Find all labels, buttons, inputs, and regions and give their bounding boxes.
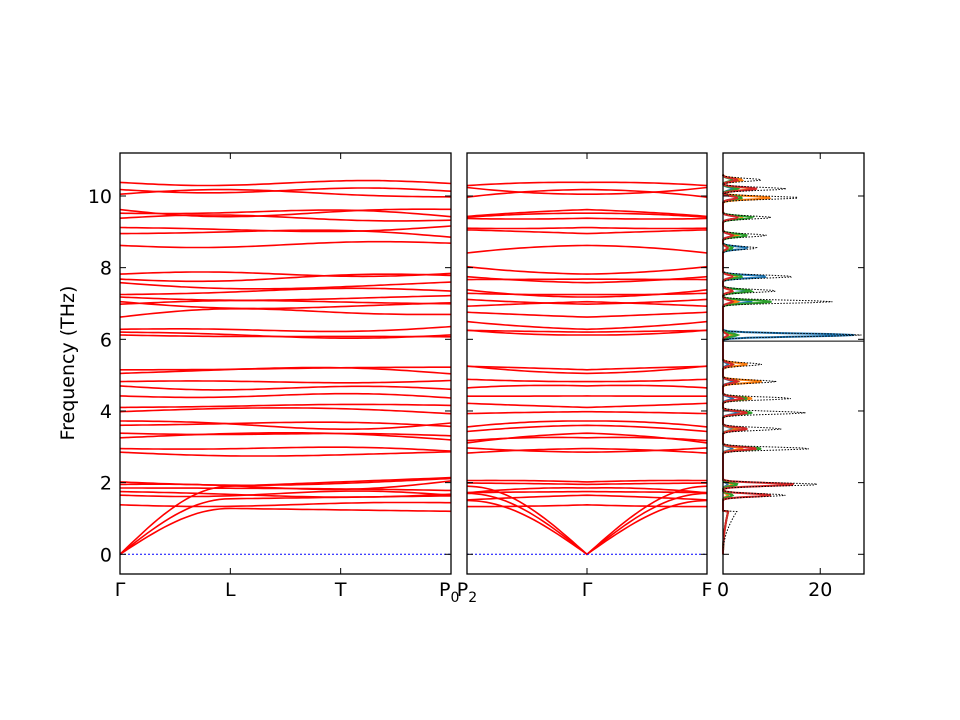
band-line xyxy=(466,424,708,433)
band-line xyxy=(119,240,452,249)
band-line xyxy=(466,217,708,220)
band-line xyxy=(119,331,452,340)
x-tick-label: F xyxy=(702,579,713,601)
band-line xyxy=(119,407,452,415)
band-line xyxy=(119,432,452,437)
band-line xyxy=(466,212,708,219)
band-line xyxy=(466,320,708,331)
band-line xyxy=(466,181,708,187)
band-line xyxy=(119,273,452,283)
band-line xyxy=(119,271,452,278)
x-tick-label: T xyxy=(334,579,347,601)
band-line xyxy=(466,420,708,428)
ticks-3: 0 20 xyxy=(717,153,864,601)
band-line xyxy=(466,208,708,218)
band-line xyxy=(119,451,452,457)
band-line xyxy=(119,379,452,384)
band-line xyxy=(466,188,708,198)
band-line xyxy=(467,479,707,483)
band-line xyxy=(119,225,452,233)
band-line xyxy=(466,447,708,454)
band-line xyxy=(119,446,452,452)
band-line xyxy=(466,244,708,254)
band-line xyxy=(119,490,452,498)
band-line xyxy=(120,287,452,296)
band-line xyxy=(466,300,708,307)
x-tick-label: 0 xyxy=(717,579,729,601)
band-line xyxy=(466,186,708,195)
band-lines-1 xyxy=(119,179,452,555)
band-line xyxy=(119,187,452,194)
band-line xyxy=(120,366,451,371)
band-line xyxy=(466,226,708,230)
band-line xyxy=(120,403,452,409)
band-line xyxy=(119,300,452,310)
band-line xyxy=(119,299,452,305)
band-line xyxy=(467,482,707,486)
x-tick-label: Γ xyxy=(115,579,126,601)
x-tick-label: 20 xyxy=(808,579,832,601)
band-line xyxy=(466,329,708,333)
band-line xyxy=(466,432,708,444)
band-lines-2 xyxy=(466,181,708,556)
dos-projected-curve xyxy=(721,174,794,555)
band-line xyxy=(466,265,708,275)
band-line xyxy=(119,179,452,187)
y-tick-label: 10 xyxy=(88,186,112,208)
band-line xyxy=(119,477,452,487)
band-line xyxy=(120,420,452,431)
band-line xyxy=(466,365,708,375)
dos-panel: 0 20 xyxy=(717,152,865,601)
band-line xyxy=(466,402,708,409)
plot-frame-3 xyxy=(722,152,865,575)
band-panel-2: P2 Γ F xyxy=(457,152,713,606)
x-tick-label: L xyxy=(225,579,236,601)
band-line xyxy=(466,447,708,454)
band-line xyxy=(467,278,707,281)
x-tick-label: Γ xyxy=(582,579,593,601)
band-line xyxy=(467,503,707,508)
band-line xyxy=(466,329,708,336)
y-tick-label: 2 xyxy=(100,473,112,495)
band-line xyxy=(119,307,451,318)
band-line xyxy=(119,392,452,399)
band-line xyxy=(119,421,452,428)
band-line xyxy=(467,490,707,494)
band-line xyxy=(119,431,452,441)
band-line xyxy=(119,507,452,555)
band-line xyxy=(466,298,708,306)
band-line xyxy=(119,501,451,508)
band-line xyxy=(119,209,452,218)
plot-frame-1 xyxy=(119,152,452,575)
band-line xyxy=(466,378,708,383)
band-line xyxy=(119,188,452,198)
band-line xyxy=(119,208,451,218)
band-line xyxy=(119,385,452,391)
band-line xyxy=(466,292,708,296)
dos-total-curve xyxy=(722,174,862,555)
band-line xyxy=(119,325,452,333)
band-line xyxy=(466,229,708,235)
band-line xyxy=(466,486,708,494)
band-line xyxy=(119,490,452,498)
y-tick-label: 4 xyxy=(100,401,112,423)
band-line xyxy=(119,281,452,290)
band-line xyxy=(466,410,708,415)
band-line xyxy=(466,365,708,371)
y-tick-label: 6 xyxy=(100,329,112,351)
band-line xyxy=(119,294,452,302)
band-line xyxy=(466,494,708,501)
y-axis-label: Frequency (THz) xyxy=(57,286,79,441)
band-line xyxy=(466,384,708,389)
y-tick-label: 8 xyxy=(100,258,112,280)
y-tick-label: 0 xyxy=(100,544,112,566)
band-line xyxy=(466,311,708,318)
